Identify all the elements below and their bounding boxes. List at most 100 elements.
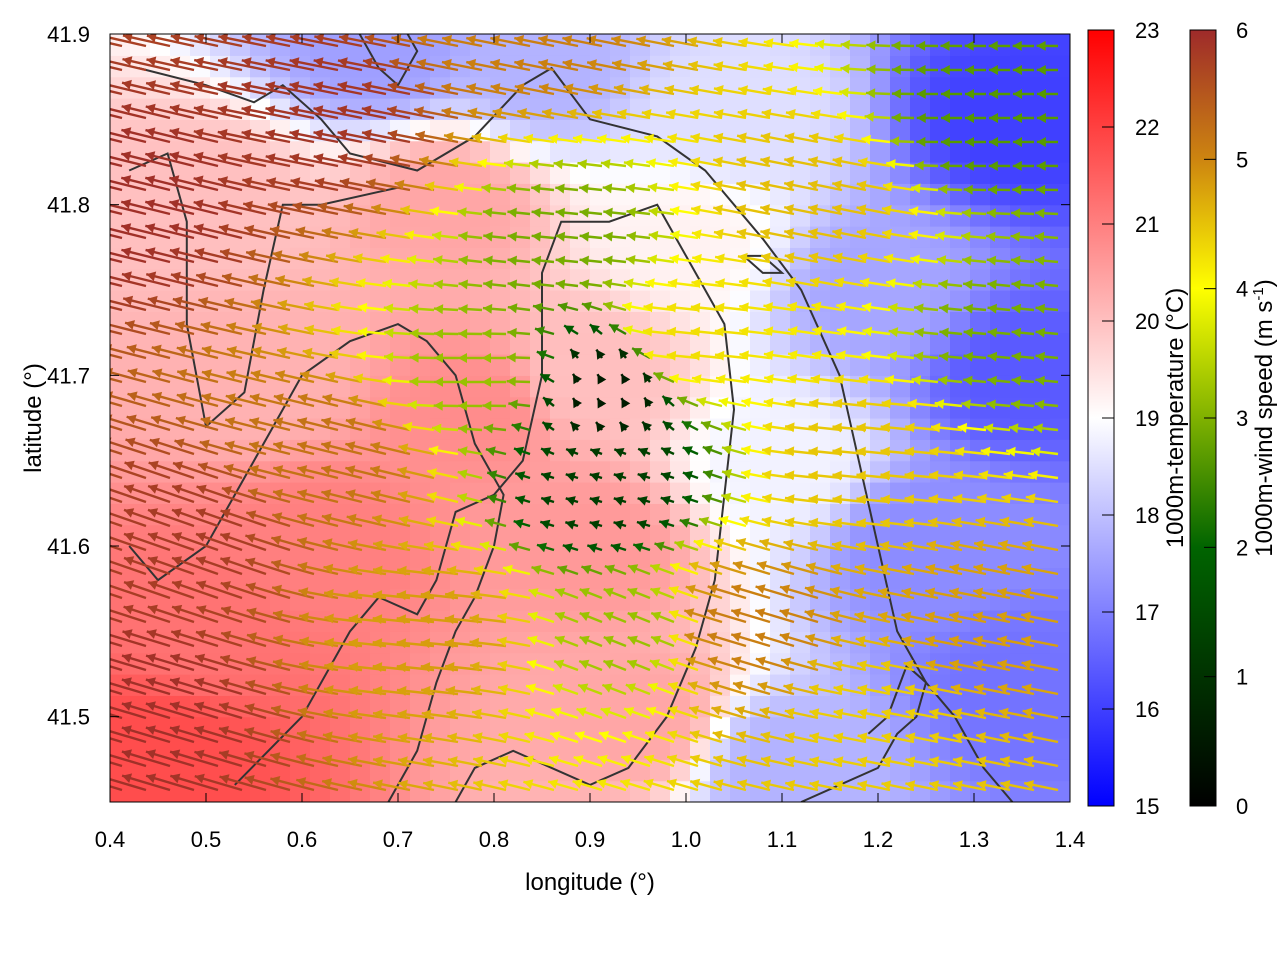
heatmap-cell xyxy=(810,162,831,184)
wind-vector-head xyxy=(220,532,231,542)
heatmap-cell xyxy=(770,588,791,611)
heatmap-cell xyxy=(810,140,831,163)
wind-vector-head xyxy=(121,677,132,687)
heatmap-cell xyxy=(950,183,971,206)
heatmap-cell xyxy=(850,55,871,78)
heatmap-cell xyxy=(1030,652,1051,675)
heatmap-cell xyxy=(490,396,511,419)
wind-vector xyxy=(174,438,219,456)
heatmap-cell xyxy=(310,546,331,568)
heatmap-cell xyxy=(910,204,931,227)
wind-vector xyxy=(122,629,171,648)
heatmap-cell xyxy=(530,503,551,526)
heatmap-cell xyxy=(470,332,491,355)
heatmap-cell xyxy=(390,268,411,291)
heatmap-cell xyxy=(1010,396,1031,419)
contour-line xyxy=(358,34,419,87)
wind-vector xyxy=(246,632,291,648)
heatmap-cell xyxy=(430,311,451,334)
heatmap-cell xyxy=(1050,34,1070,56)
heatmap-cell xyxy=(790,354,811,376)
wind-vector-head xyxy=(97,151,107,161)
heatmap-cell xyxy=(730,738,751,760)
wind-vector xyxy=(120,175,171,192)
wind-vector-head xyxy=(98,629,108,639)
wind-vector-shaft xyxy=(110,496,123,504)
heatmap-cell xyxy=(630,311,651,334)
heatmap-cell xyxy=(930,119,951,142)
heatmap-cell xyxy=(1050,738,1070,760)
wind-vector xyxy=(110,299,147,312)
wind-vector xyxy=(217,105,267,120)
heatmap-cell xyxy=(350,268,371,291)
wind-vector xyxy=(150,415,195,432)
heatmap-cell xyxy=(810,332,831,355)
wind-vector-head xyxy=(248,273,259,284)
wind-vector xyxy=(146,34,195,48)
heatmap-cell xyxy=(890,226,911,248)
heatmap-cell xyxy=(610,738,631,760)
heatmap-cell xyxy=(910,140,931,163)
heatmap-cell xyxy=(1050,460,1070,483)
heatmap-cell xyxy=(290,546,311,568)
heatmap-cell xyxy=(910,546,931,568)
heatmap-cell xyxy=(810,631,831,654)
wind-vector xyxy=(218,200,267,216)
heatmap-cell xyxy=(450,524,471,547)
heatmap-cell xyxy=(590,268,611,291)
heatmap-cell xyxy=(950,247,971,270)
heatmap-cell xyxy=(590,140,611,163)
heatmap-cell xyxy=(1010,460,1031,483)
heatmap-cell xyxy=(490,162,511,184)
wind-vector-head xyxy=(121,223,132,233)
wind-vector xyxy=(110,137,123,144)
heatmap-cell xyxy=(370,332,391,355)
heatmap-cell xyxy=(1050,695,1070,718)
wind-vector-head xyxy=(170,677,181,687)
wind-vector xyxy=(147,532,195,552)
heatmap-cell xyxy=(670,162,691,184)
heatmap-cell xyxy=(110,460,131,483)
heatmap-cell xyxy=(730,524,751,547)
heatmap-cell xyxy=(510,588,531,611)
wind-vector-head xyxy=(145,175,156,185)
wind-vector-head xyxy=(174,438,185,449)
wind-vector xyxy=(110,233,123,240)
heatmap-cell xyxy=(150,418,171,440)
wind-vector xyxy=(174,320,219,336)
wind-vector-head xyxy=(110,414,113,423)
heatmap-cell xyxy=(990,98,1011,120)
heatmap-cell xyxy=(510,631,531,654)
wind-vector-head xyxy=(97,127,107,137)
heatmap-cell xyxy=(710,268,731,291)
wind-vector xyxy=(120,151,171,168)
wind-vector-head xyxy=(196,556,207,566)
heatmap-cell xyxy=(990,140,1011,163)
heatmap-cell xyxy=(990,183,1011,206)
wind-vector xyxy=(219,556,267,576)
heatmap-cell xyxy=(1050,610,1070,632)
heatmap-cell xyxy=(970,162,991,184)
heatmap-cell xyxy=(690,332,711,355)
heatmap-cell xyxy=(630,354,651,376)
heatmap-cell xyxy=(610,354,631,376)
wind-vector-head xyxy=(193,104,204,115)
wind-vector-head xyxy=(249,464,259,475)
heatmap-cell xyxy=(110,780,131,802)
heatmap-cell xyxy=(490,524,511,547)
wind-vector-head xyxy=(77,461,87,471)
heatmap-cell xyxy=(1030,290,1051,312)
heatmap-cell xyxy=(210,332,231,355)
heatmap-cell xyxy=(550,738,571,760)
wind-vector xyxy=(224,297,267,312)
wind-vector-shaft xyxy=(110,203,147,216)
heatmap-cell xyxy=(630,503,651,526)
heatmap-cell xyxy=(1030,55,1051,78)
wind-vector xyxy=(199,439,243,456)
wind-vector xyxy=(220,581,267,600)
wind-vector-shaft xyxy=(110,233,123,240)
wind-vector xyxy=(147,484,195,504)
wind-vector-head xyxy=(172,556,183,566)
wind-vector-shaft xyxy=(110,84,147,96)
heatmap-cell xyxy=(970,524,991,547)
